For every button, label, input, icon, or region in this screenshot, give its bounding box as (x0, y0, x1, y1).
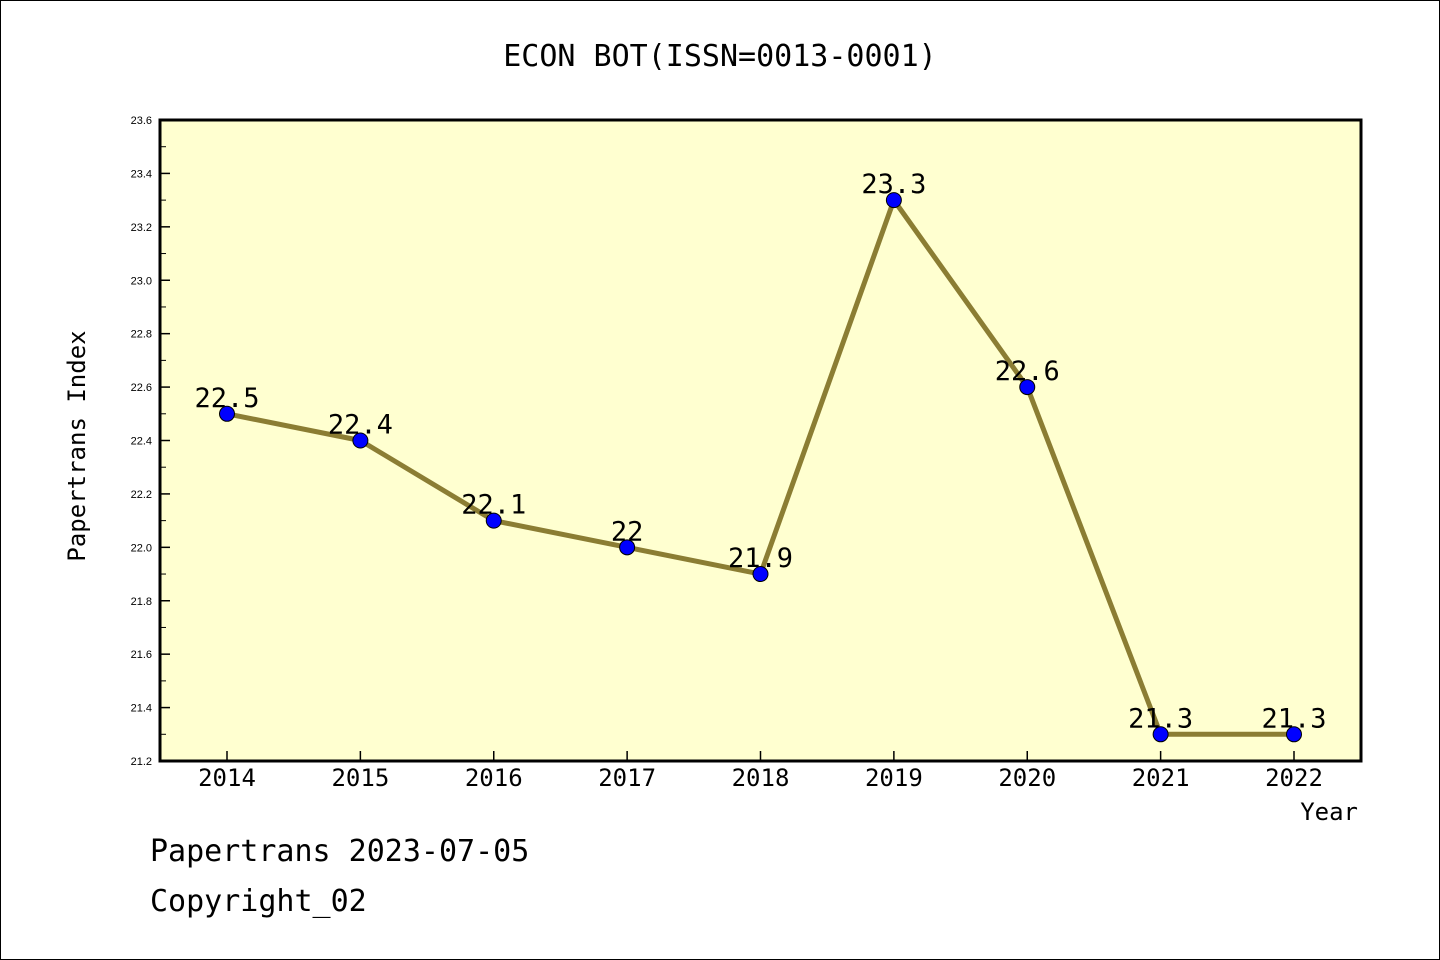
x-tick-label: 2017 (598, 764, 656, 792)
y-tick-label: 23.2 (131, 222, 152, 234)
y-tick-label: 21.6 (131, 649, 152, 661)
y-tick-label: 21.4 (131, 703, 152, 715)
data-point (752, 566, 769, 583)
y-tick-label: 23.6 (131, 115, 152, 127)
y-tick-label: 21.8 (131, 596, 152, 608)
data-label: 21.9 (728, 543, 793, 574)
y-tick-label: 22.8 (131, 329, 152, 341)
y-tick-label: 22.6 (131, 382, 152, 394)
footer-copyright-line: Copyright_02 (150, 884, 367, 919)
data-point (885, 192, 902, 209)
plot-area (158, 118, 1363, 763)
x-tick-label: 2014 (198, 764, 256, 792)
data-label: 22.1 (461, 490, 526, 521)
y-tick-label: 22.0 (131, 542, 152, 554)
x-tick-label: 2022 (1265, 764, 1323, 792)
y-tick-label: 23.0 (131, 275, 152, 287)
data-point (352, 432, 369, 449)
data-label: 22 (611, 516, 644, 547)
x-tick-label: 2019 (865, 764, 923, 792)
x-axis: 2014 2015 2016 2017 2018 2019 2020 2021 2022 (198, 751, 1323, 792)
x-tick-label: 2018 (732, 764, 790, 792)
footer-date-line: Papertrans 2023-07-05 (150, 834, 530, 869)
data-point (1286, 726, 1302, 743)
data-label: 22.4 (328, 410, 393, 441)
data-point (219, 405, 235, 422)
chart-title: ECON BOT(ISSN=0013-0001) (503, 39, 936, 74)
y-tick-label: 21.2 (131, 756, 152, 768)
data-label: 21.3 (1261, 703, 1326, 734)
series-layer: 22.5 22.4 22.1 22 21.9 23.3 22.6 21.3 21.3 (194, 169, 1327, 743)
y-tick-label: 22.2 (131, 489, 152, 501)
x-tick-label: 2015 (331, 764, 389, 792)
data-point (619, 539, 636, 556)
data-label: 23.3 (861, 169, 926, 200)
x-tick-label: 2020 (998, 764, 1056, 792)
y-tick-label: 22.4 (131, 436, 152, 448)
data-label: 22.6 (995, 356, 1060, 387)
y-axis-label: Papertrans Index (63, 330, 91, 561)
data-point (1019, 379, 1036, 396)
data-point (485, 512, 502, 529)
data-label: 21.3 (1128, 703, 1193, 734)
x-tick-label: 2021 (1132, 764, 1190, 792)
data-point (1152, 726, 1169, 743)
y-axis: 21.2 21.4 21.6 21.8 22.0 22.2 22.4 22.6 22.8 23.0… (131, 115, 170, 768)
y-tick-label: 23.4 (131, 168, 152, 180)
data-label: 22.5 (194, 383, 259, 414)
x-tick-label: 2016 (465, 764, 523, 792)
x-axis-label: Year (1300, 798, 1358, 826)
